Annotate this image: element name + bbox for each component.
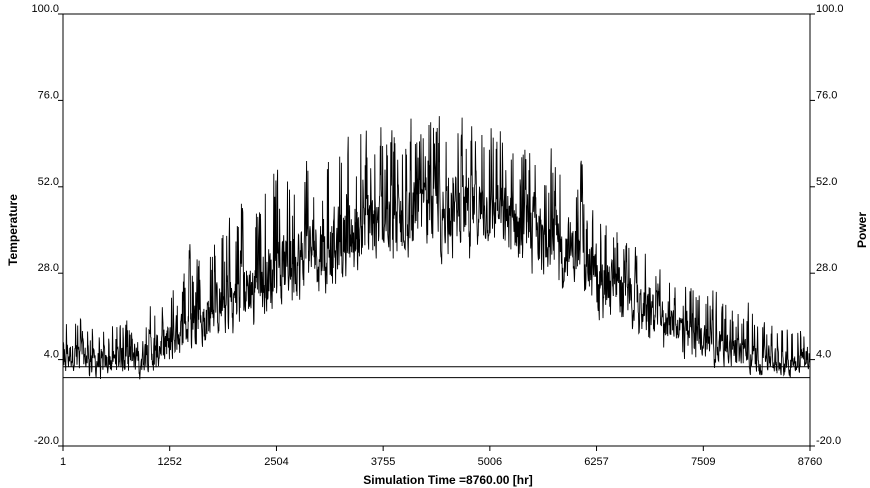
- y-tick-label-right: 4.0: [816, 349, 831, 361]
- y-axis-label-right: Power: [855, 212, 869, 248]
- y-tick-label-left: 76.0: [38, 89, 59, 101]
- y-tick-label-right: 52.0: [816, 176, 837, 188]
- plot-area: [62, 13, 811, 447]
- y-tick-label-left: 4.0: [44, 349, 59, 361]
- x-tick-label: 1: [60, 456, 66, 468]
- y-tick-label-left: 28.0: [38, 262, 59, 274]
- y-axis-right: -20.0 4.0 28.0 52.0 76.0 100.0: [810, 3, 844, 447]
- x-tick-label: 7509: [691, 456, 715, 468]
- y-tick-label-right: 76.0: [816, 89, 837, 101]
- y-axis-label-left: Temperature: [6, 194, 20, 266]
- x-tick-label: 6257: [584, 456, 608, 468]
- x-axis-label: Simulation Time =8760.00 [hr]: [363, 473, 533, 487]
- series-line-temperature: [62, 116, 811, 380]
- y-tick-label-right: 100.0: [816, 3, 844, 15]
- y-tick-label-left: 100.0: [31, 3, 59, 15]
- y-tick-label-right: 28.0: [816, 262, 837, 274]
- x-axis: 1 1252 2504 3755 5006 6257 7509 8760: [60, 446, 822, 468]
- x-tick-label: 3755: [371, 456, 395, 468]
- y-tick-label-right: -20.0: [816, 435, 841, 447]
- x-tick-label: 2504: [264, 456, 288, 468]
- y-tick-label-left: -20.0: [34, 435, 59, 447]
- x-tick-label: 1252: [157, 456, 181, 468]
- x-tick-label: 8760: [798, 456, 822, 468]
- series-group: [62, 116, 811, 380]
- y-tick-label-left: 52.0: [38, 176, 59, 188]
- y-axis-left: -20.0 4.0 28.0 52.0 76.0 100.0: [31, 3, 63, 447]
- x-tick-label: 5006: [478, 456, 502, 468]
